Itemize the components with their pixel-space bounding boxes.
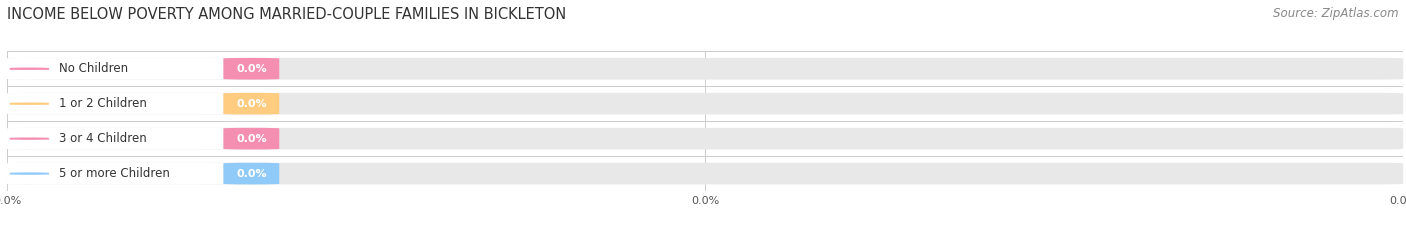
Text: 0.0%: 0.0%	[236, 169, 267, 178]
Text: 5 or more Children: 5 or more Children	[59, 167, 170, 180]
Text: INCOME BELOW POVERTY AMONG MARRIED-COUPLE FAMILIES IN BICKLETON: INCOME BELOW POVERTY AMONG MARRIED-COUPL…	[7, 7, 567, 22]
FancyBboxPatch shape	[7, 58, 224, 80]
FancyBboxPatch shape	[224, 163, 280, 185]
Circle shape	[10, 103, 49, 104]
Circle shape	[10, 68, 49, 69]
FancyBboxPatch shape	[7, 93, 224, 115]
Text: 0.0%: 0.0%	[236, 99, 267, 109]
Text: Source: ZipAtlas.com: Source: ZipAtlas.com	[1274, 7, 1399, 20]
FancyBboxPatch shape	[7, 93, 1403, 115]
FancyBboxPatch shape	[224, 58, 280, 80]
Text: No Children: No Children	[59, 62, 128, 75]
Text: 0.0%: 0.0%	[236, 134, 267, 144]
FancyBboxPatch shape	[224, 128, 280, 150]
FancyBboxPatch shape	[7, 163, 1403, 185]
Circle shape	[10, 173, 49, 174]
FancyBboxPatch shape	[7, 163, 224, 185]
FancyBboxPatch shape	[7, 128, 224, 150]
FancyBboxPatch shape	[224, 93, 280, 115]
Circle shape	[10, 138, 49, 139]
Text: 0.0%: 0.0%	[236, 64, 267, 74]
Text: 3 or 4 Children: 3 or 4 Children	[59, 132, 146, 145]
FancyBboxPatch shape	[7, 58, 1403, 80]
Text: 1 or 2 Children: 1 or 2 Children	[59, 97, 146, 110]
FancyBboxPatch shape	[7, 128, 1403, 150]
